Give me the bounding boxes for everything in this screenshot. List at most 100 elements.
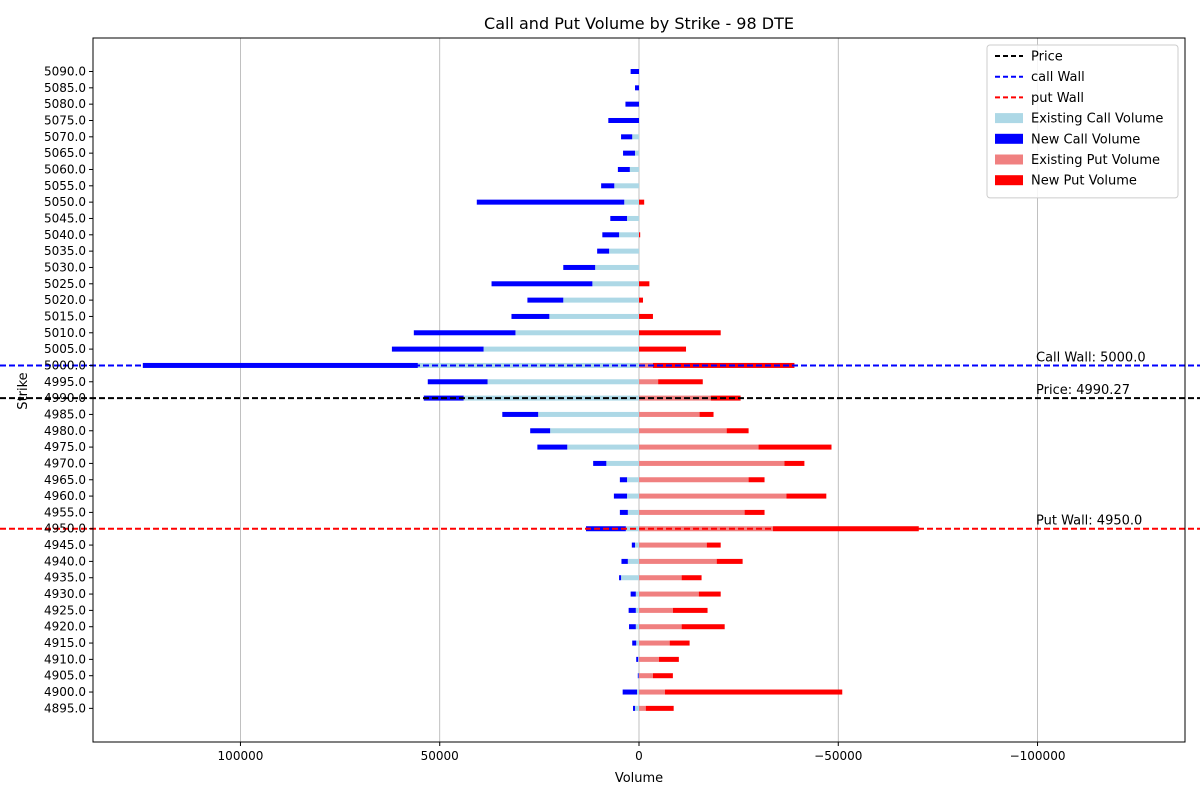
y-tick-label: 4910.0 <box>44 652 86 666</box>
legend-label: New Put Volume <box>1031 174 1137 189</box>
y-tick-label: 4950.0 <box>44 522 86 536</box>
bar-new-put <box>698 591 721 597</box>
bar-new-call <box>476 199 625 205</box>
bar-new-put <box>652 673 673 679</box>
bar-new-call <box>633 705 636 711</box>
bar-new-put <box>645 705 674 711</box>
bar-new-put <box>639 313 653 319</box>
bar-existing-call <box>627 215 639 221</box>
bar-new-call <box>527 297 564 303</box>
y-tick-label: 4905.0 <box>44 669 86 683</box>
bar-new-call <box>610 215 628 221</box>
bar-new-call <box>597 248 610 254</box>
x-tick-label: −100000 <box>1010 749 1066 763</box>
legend-label: Existing Call Volume <box>1031 112 1163 127</box>
legend-box <box>986 44 1179 199</box>
bar-new-call <box>502 411 539 417</box>
y-tick-label: 4930.0 <box>44 587 86 601</box>
bar-existing-call <box>567 444 639 450</box>
y-tick-label: 4940.0 <box>44 554 86 568</box>
bar-existing-call <box>549 313 639 319</box>
bar-new-call <box>631 542 636 548</box>
bar-existing-put <box>639 509 745 515</box>
bar-existing-call <box>627 558 639 564</box>
bar-existing-put <box>639 460 785 466</box>
y-tick-label: 4915.0 <box>44 636 86 650</box>
bar-new-call <box>629 624 636 630</box>
y-tick-label: 4900.0 <box>44 685 86 699</box>
bar-existing-call <box>563 297 639 303</box>
bar-new-put <box>716 558 743 564</box>
bar-new-call <box>491 281 593 287</box>
bar-new-call <box>613 493 628 499</box>
bar-existing-call <box>635 150 639 156</box>
bar-existing-call <box>619 232 639 238</box>
legend-patch-swatch <box>995 133 1023 144</box>
bar-existing-put <box>639 656 659 662</box>
ref-label-put-wall: Put Wall: 4950.0 <box>1036 514 1142 529</box>
x-tick-label: −50000 <box>814 749 862 763</box>
bar-existing-call <box>629 166 639 172</box>
y-tick-label: 5020.0 <box>44 293 86 307</box>
y-tick-label: 4980.0 <box>44 424 86 438</box>
bar-existing-put <box>639 379 659 385</box>
y-tick-label: 5075.0 <box>44 113 86 127</box>
bar-existing-put <box>639 575 682 581</box>
x-tick-label: 50000 <box>421 749 459 763</box>
bar-new-put <box>639 330 721 336</box>
y-tick-label: 5065.0 <box>44 146 86 160</box>
y-tick-label: 4960.0 <box>44 489 86 503</box>
bar-new-call <box>636 656 639 662</box>
bar-existing-call <box>595 264 639 270</box>
y-tick-label: 4965.0 <box>44 473 86 487</box>
bar-new-call <box>625 101 639 107</box>
bar-new-put <box>772 526 919 532</box>
bar-new-call <box>619 575 622 581</box>
bar-new-call <box>593 460 607 466</box>
bar-new-put <box>706 542 721 548</box>
bar-existing-call <box>635 591 639 597</box>
bar-existing-call <box>515 330 639 336</box>
legend-patch-swatch <box>995 113 1023 124</box>
bar-new-put <box>639 346 687 352</box>
y-tick-label: 4895.0 <box>44 701 86 715</box>
bar-existing-call <box>627 509 639 515</box>
bar-existing-call <box>592 281 639 287</box>
bar-new-call <box>563 264 596 270</box>
bar-existing-call <box>624 199 639 205</box>
bar-new-put <box>786 493 827 499</box>
bar-existing-call <box>550 428 639 434</box>
bar-new-call <box>619 509 628 515</box>
legend-label: put Wall <box>1031 91 1084 106</box>
y-tick-label: 5050.0 <box>44 195 86 209</box>
y-tick-label: 5085.0 <box>44 81 86 95</box>
bar-existing-call <box>483 346 639 352</box>
bar-new-call <box>621 134 633 140</box>
bar-new-put <box>681 624 725 630</box>
bar-new-put <box>672 607 708 613</box>
bar-new-call <box>623 150 636 156</box>
bar-new-put <box>784 460 805 466</box>
legend-label: New Call Volume <box>1031 132 1140 147</box>
y-tick-label: 5055.0 <box>44 179 86 193</box>
bar-new-call <box>413 330 516 336</box>
y-tick-label: 5000.0 <box>44 358 86 372</box>
y-tick-label: 5030.0 <box>44 260 86 274</box>
bar-existing-call <box>635 705 639 711</box>
bar-existing-put <box>639 558 717 564</box>
bar-new-call <box>637 673 639 679</box>
y-tick-label: 4970.0 <box>44 456 86 470</box>
bar-new-call <box>391 346 484 352</box>
chart-legend: Price call Wall put Wall Existing Call Volu… <box>986 44 1179 199</box>
bar-new-call <box>635 85 639 91</box>
bar-new-put <box>658 379 703 385</box>
bar-new-call <box>630 591 636 597</box>
bar-new-call <box>602 232 620 238</box>
y-tick-label: 4935.0 <box>44 571 86 585</box>
y-tick-label: 5015.0 <box>44 309 86 323</box>
bar-existing-call <box>636 640 639 646</box>
bar-existing-put <box>639 624 682 630</box>
bar-existing-put <box>639 395 711 401</box>
ref-label-call-wall: Call Wall: 5000.0 <box>1036 350 1146 365</box>
bar-existing-call <box>621 575 639 581</box>
